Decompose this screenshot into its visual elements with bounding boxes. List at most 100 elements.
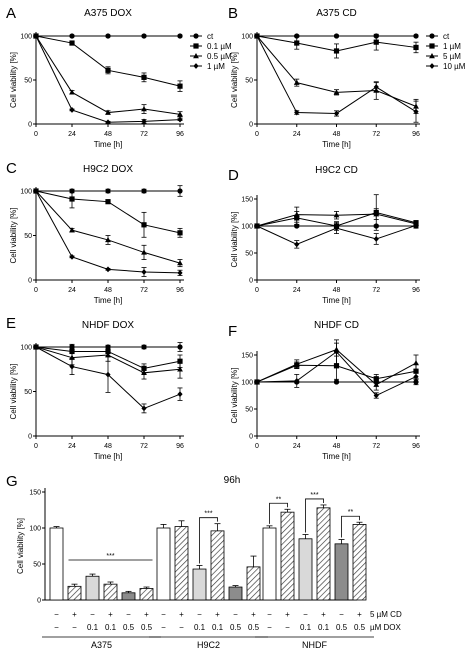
data-point [413, 44, 419, 51]
data-point [333, 348, 340, 355]
y-tick-label: 0 [37, 598, 41, 605]
significance-label: ** [348, 509, 354, 516]
cd-cell: − [54, 610, 59, 619]
legend-marker [193, 63, 199, 69]
x-axis-label: Time [h] [94, 296, 123, 305]
data-point [177, 344, 183, 350]
cd-cell: + [357, 610, 362, 619]
bar [174, 526, 189, 601]
y-tick-label: 0 [249, 278, 253, 285]
y-tick-label: 50 [24, 233, 32, 240]
bar [85, 575, 100, 601]
data-point [69, 33, 75, 39]
series-2 [33, 188, 183, 268]
significance-label: *** [204, 511, 212, 518]
dox-cell: − [54, 623, 59, 632]
dox-cell: 0.1 [105, 623, 117, 632]
data-point [69, 89, 75, 95]
data-point [333, 48, 340, 54]
legend-entry: ct [443, 32, 450, 41]
data-point [254, 379, 260, 385]
bar-group-nhdf: NHDF [255, 504, 374, 650]
cd-cell: − [126, 610, 131, 619]
cd-cell: + [251, 610, 256, 619]
y-tick-label: 150 [241, 197, 253, 204]
data-point [293, 361, 300, 367]
legend-entry: 10 µM [443, 62, 466, 71]
x-tick-label: 24 [68, 287, 76, 294]
data-point [69, 107, 75, 113]
series-2 [33, 33, 183, 118]
panel-title: A375 DOX [84, 8, 132, 19]
data-point [141, 118, 147, 125]
dox-cell: 0.1 [212, 623, 224, 632]
significance-bracket [269, 502, 288, 524]
data-point [33, 344, 39, 350]
data-point [333, 110, 340, 117]
cd-cell: + [321, 610, 326, 619]
legend-entry: 1 µM [207, 62, 225, 71]
data-point [177, 188, 183, 194]
data-point [413, 373, 419, 380]
data-point [141, 74, 147, 80]
panel-title: NHDF CD [314, 320, 359, 331]
y-axis-label: Cell viability [%] [230, 211, 239, 267]
bar [262, 527, 277, 601]
data-point [177, 269, 183, 276]
data-point [69, 40, 75, 46]
legend-marker [193, 33, 199, 39]
legend-marker [429, 43, 435, 49]
x-tick-label: 96 [412, 131, 420, 138]
data-point [141, 344, 147, 350]
cd-cell: − [233, 610, 238, 619]
legend-entry: 0.5 µM [207, 52, 232, 61]
y-tick-label: 100 [20, 189, 32, 196]
x-tick-label: 48 [333, 443, 341, 450]
y-tick-label: 0 [249, 434, 253, 441]
data-point [254, 33, 260, 39]
data-point [373, 381, 380, 387]
data-point [373, 376, 379, 382]
bar [334, 543, 349, 601]
dox-cell: − [285, 623, 290, 632]
dox-cell: 0.1 [87, 623, 99, 632]
x-tick-label: 24 [68, 443, 76, 450]
legend: ct0.1 µM0.5 µM1 µM [190, 32, 232, 71]
panel-letter: A [6, 5, 16, 22]
data-point [177, 391, 183, 398]
significance-label: ** [276, 496, 282, 503]
data-point [413, 222, 419, 229]
panel-letter: E [6, 315, 16, 332]
data-point [413, 108, 419, 115]
data-point [373, 39, 379, 45]
data-point [105, 371, 111, 378]
x-tick-label: 72 [140, 287, 148, 294]
series-0 [33, 185, 183, 197]
bar [228, 586, 243, 601]
dox-cell: 0.5 [123, 623, 135, 632]
bar [246, 566, 261, 601]
data-point [105, 236, 111, 243]
y-tick-label: 0 [28, 434, 32, 441]
panel-g: G 96h 0 50 100 150 Cell viability [%] A375 H9C2 N… [6, 473, 402, 650]
series-3 [254, 222, 419, 249]
bar [280, 511, 295, 601]
data-point [141, 33, 147, 39]
x-tick-label: 0 [34, 443, 38, 450]
x-tick-label: 72 [140, 443, 148, 450]
data-point [69, 227, 75, 233]
legend-entry: 0.1 µM [207, 42, 232, 51]
series-1 [33, 33, 183, 92]
x-tick-label: 48 [104, 287, 112, 294]
dox-cell: − [161, 623, 166, 632]
data-point [177, 366, 183, 372]
data-point [69, 196, 75, 202]
y-tick-label: 150 [241, 353, 253, 360]
data-point [293, 211, 300, 217]
significance-4: ** [341, 509, 360, 538]
data-point [293, 79, 300, 85]
data-point [105, 67, 111, 73]
series-3 [33, 188, 183, 277]
x-tick-label: 72 [372, 443, 380, 450]
series-0 [33, 33, 183, 39]
